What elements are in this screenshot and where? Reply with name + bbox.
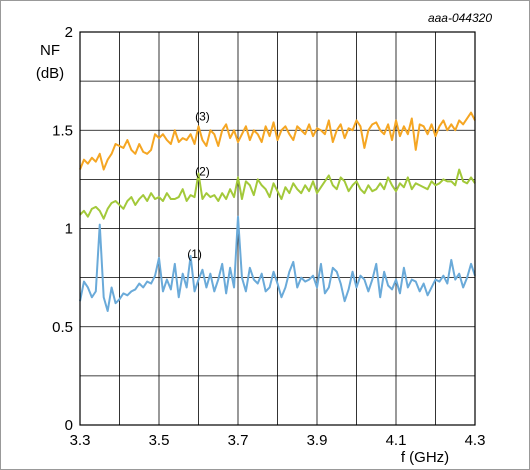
y-axis-label-line1: NF: [40, 42, 60, 59]
series-annotation: (3): [195, 109, 210, 123]
series-annotation: (1): [187, 247, 202, 261]
x-tick-label: 3.7: [228, 432, 249, 449]
x-tick-label: 3.3: [70, 432, 91, 449]
series-line-2: [79, 168, 476, 220]
x-tick-label: 3.5: [149, 432, 170, 449]
x-tick-label: 4.3: [465, 432, 486, 449]
x-axis-label: f (GHz): [401, 449, 449, 466]
tick-labels: 3.3 3.5 3.7 3.9 4.1 4.3 0 0.5 1 1.5 2: [52, 24, 485, 449]
series-annotation: (2): [195, 164, 210, 178]
y-tick-label: 1: [65, 221, 73, 238]
plot-area-border: [79, 31, 476, 426]
y-tick-label: 0.5: [52, 319, 73, 336]
y-tick-label: 1.5: [52, 122, 73, 139]
y-tick-label: 0: [65, 417, 73, 434]
grid: [80, 32, 475, 425]
series-layer: (3) (2) (1): [79, 109, 476, 313]
figure-code: aaa-044320: [428, 11, 492, 25]
x-tick-label: 3.9: [307, 432, 328, 449]
y-tick-label: 2: [65, 24, 73, 41]
y-axis-label-line2: (dB): [36, 65, 64, 82]
series-line-3: [79, 215, 476, 313]
series-line-1: [79, 111, 476, 171]
x-tick-label: 4.1: [386, 432, 407, 449]
